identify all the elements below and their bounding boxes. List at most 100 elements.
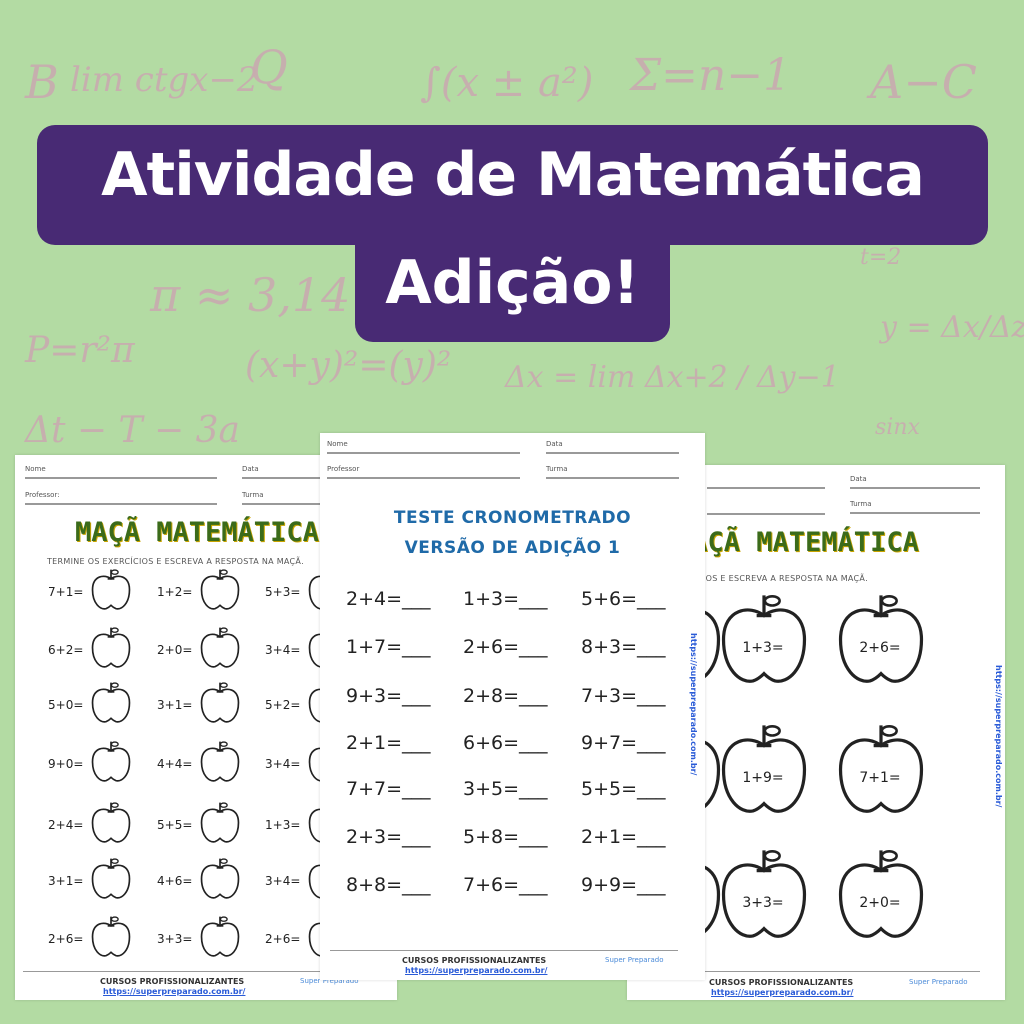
- equation: 1+3=___: [463, 588, 548, 610]
- worksheet-title: MAÇÃ MATEMÁTICA: [675, 527, 919, 558]
- doodle: (x+y)²=(y)²: [245, 345, 452, 386]
- equation: 3+4=: [265, 757, 301, 771]
- doodle: sinx: [875, 415, 920, 440]
- instruction: TERMINE OS EXERCÍCIOS E ESCREVA A RESPOS…: [47, 557, 304, 566]
- equation: 3+5=___: [463, 778, 548, 800]
- teacher-line: [25, 503, 217, 505]
- apple-icon: [90, 739, 132, 789]
- footer-line: [635, 971, 980, 972]
- equation: 3+1=: [48, 874, 84, 888]
- worksheet-subtitle: VERSÃO DE ADIÇÃO 1: [404, 538, 621, 558]
- equation: 7+1=: [48, 585, 84, 599]
- equation: 5+2=: [265, 698, 301, 712]
- apple-icon: [90, 680, 132, 730]
- apple-icon: [199, 680, 241, 730]
- apple-icon: [835, 720, 927, 824]
- apple-icon: [835, 845, 927, 949]
- super-preparado-logo: Super Preparado: [605, 956, 664, 964]
- equation: 2+0=: [859, 895, 901, 911]
- worksheet-title: TESTE CRONOMETRADO: [393, 508, 632, 528]
- footer-url[interactable]: https://superpreparado.com.br/: [405, 966, 548, 975]
- apple-icon: [835, 590, 927, 694]
- instruction: TERMINE OS EXERCÍCIOS E ESCREVA A RESPOS…: [627, 574, 868, 583]
- equation: 6+2=: [48, 643, 84, 657]
- equation: 6+6=___: [463, 732, 548, 754]
- equation: 9+7=___: [581, 732, 666, 754]
- equation: 5+5=___: [581, 778, 666, 800]
- doodle: P=r²π: [25, 330, 135, 371]
- equation: 3+3=: [157, 932, 193, 946]
- equation: 8+3=___: [581, 636, 666, 658]
- side-url[interactable]: https://superpreparado.com.br/: [994, 665, 1003, 808]
- doodle: A−C: [870, 55, 977, 109]
- equation: 9+0=: [48, 757, 84, 771]
- equation: 1+2=: [157, 585, 193, 599]
- teacher-label: Professor:: [25, 491, 60, 499]
- teacher-label: Professor: [327, 465, 360, 473]
- title-banner: [37, 125, 988, 245]
- equation: 2+6=___: [463, 636, 548, 658]
- equation: 2+4=: [48, 818, 84, 832]
- equation: 2+8=___: [463, 685, 548, 707]
- equation: 1+7=___: [346, 636, 431, 658]
- super-preparado-logo: Super Preparado: [909, 978, 968, 986]
- equation: 7+1=: [859, 770, 901, 786]
- banner-title: Atividade de Matemática: [101, 140, 925, 210]
- side-url[interactable]: https://superpreparado.com.br/: [689, 633, 698, 776]
- equation: 2+1=___: [581, 826, 666, 848]
- doodle: ∫(x ± a²): [420, 60, 594, 106]
- equation: 2+1=___: [346, 732, 431, 754]
- equation: 1+9=: [742, 770, 784, 786]
- class-label: Turma: [850, 500, 872, 508]
- apple-icon: [199, 800, 241, 850]
- equation: 5+6=___: [581, 588, 666, 610]
- date-line: [242, 477, 392, 479]
- apple-icon: [199, 739, 241, 789]
- doodle: lim ctgx−2: [70, 60, 259, 100]
- class-label: Turma: [546, 465, 568, 473]
- footer-url[interactable]: https://superpreparado.com.br/: [103, 987, 246, 996]
- equation: 2+6=: [265, 932, 301, 946]
- doodle: t=2: [860, 245, 902, 270]
- date-line: [850, 487, 980, 489]
- doodle: y = Δx/Δz: [880, 310, 1024, 345]
- name-line: [327, 452, 520, 454]
- equation: 1+3=: [265, 818, 301, 832]
- apple-icon: [718, 845, 810, 949]
- worksheet-timed-test: Nome Data Professor Turma TESTE CRONOMET…: [320, 433, 705, 980]
- footer-url[interactable]: https://superpreparado.com.br/: [711, 988, 854, 997]
- apple-icon: [199, 914, 241, 964]
- date-label: Data: [242, 465, 259, 473]
- apple-icon: [90, 800, 132, 850]
- equation: 2+0=: [157, 643, 193, 657]
- equation: 2+4=___: [346, 588, 431, 610]
- name-line: [707, 487, 825, 489]
- footer-text: CURSOS PROFISSIONALIZANTES: [100, 977, 245, 986]
- worksheet-title: MAÇÃ MATEMÁTICA: [75, 517, 319, 548]
- equation: 7+6=___: [463, 874, 548, 896]
- doodle: B: [25, 55, 59, 109]
- subtitle-banner: [355, 230, 670, 342]
- apple-icon: [199, 625, 241, 675]
- equation: 7+3=___: [581, 685, 666, 707]
- doodle: Δx = lim Δx+2 / Δy−1: [505, 360, 840, 395]
- apple-icon: [90, 914, 132, 964]
- banner-subtitle: Adição!: [385, 248, 640, 318]
- doodle: π ≈ 3,14: [150, 268, 351, 322]
- apple-icon: [90, 856, 132, 906]
- equation: 7+7=___: [346, 778, 431, 800]
- name-label: Nome: [327, 440, 348, 448]
- equation: 2+6=: [859, 640, 901, 656]
- equation: 5+5=: [157, 818, 193, 832]
- date-label: Data: [546, 440, 563, 448]
- teacher-line: [707, 513, 825, 515]
- equation: 9+3=___: [346, 685, 431, 707]
- date-label: Data: [850, 475, 867, 483]
- doodle: Q: [250, 40, 288, 94]
- name-line: [25, 477, 217, 479]
- equation: 5+8=___: [463, 826, 548, 848]
- equation: 3+4=: [265, 643, 301, 657]
- apple-icon: [90, 625, 132, 675]
- equation: 3+3=: [742, 895, 784, 911]
- equation: 3+1=: [157, 698, 193, 712]
